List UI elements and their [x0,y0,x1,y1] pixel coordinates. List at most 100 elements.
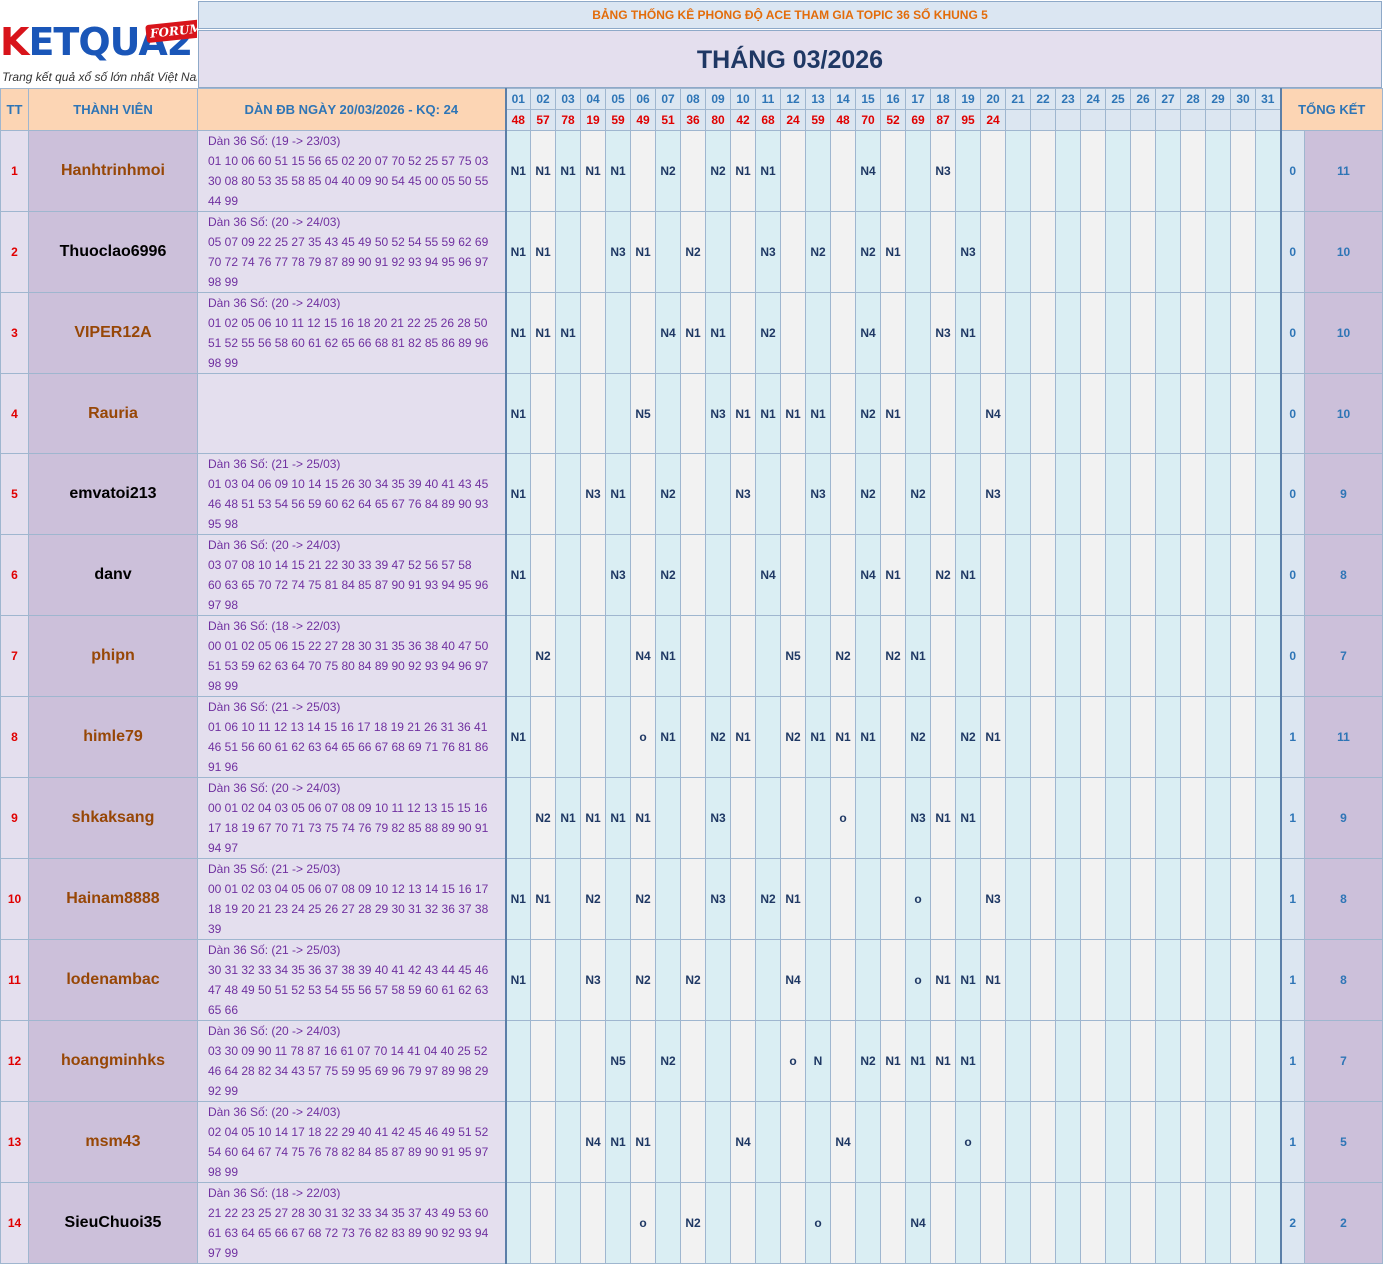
day-mark [1105,534,1131,616]
member-name[interactable]: hoangminhks [28,1020,198,1102]
day-mark [1205,534,1231,616]
day-header: 17 [905,88,931,110]
day-mark [1230,211,1256,293]
day-mark: N3 [605,534,631,616]
day-mark [705,1101,731,1183]
day-header: 18 [930,88,956,110]
number-set-line: 02 04 05 10 14 17 18 22 29 40 41 42 45 4… [208,1125,489,1139]
day-mark: N1 [630,1101,656,1183]
day-mark [1105,292,1131,374]
day-mark [655,1182,681,1264]
member-name[interactable]: phipn [28,615,198,697]
day-mark: N5 [630,373,656,454]
member-name[interactable]: VIPER12A [28,292,198,374]
number-set-heading: Dàn 36 Số: (18 -> 22/03) [208,1186,341,1200]
day-mark [1155,211,1181,293]
day-mark [1055,696,1081,778]
day-mark [1055,1020,1081,1102]
total-misses: 0 [1279,211,1305,293]
total-misses: 0 [1279,453,1305,535]
member-name[interactable]: shkaksang [28,777,198,859]
day-mark: N1 [730,373,756,454]
day-header: 04 [580,88,606,110]
day-result [1055,109,1081,131]
day-header: 06 [630,88,656,110]
day-mark [755,1101,781,1183]
day-mark [605,858,631,940]
day-mark [555,1020,581,1102]
number-set-line: 30 08 80 53 35 58 85 04 40 09 90 54 45 0… [208,174,489,188]
day-mark: N1 [530,292,556,374]
member-name[interactable]: emvatoi213 [28,453,198,535]
day-mark [1055,939,1081,1021]
day-mark: N1 [555,130,581,212]
day-result: 24 [780,109,806,131]
day-mark [755,1182,781,1264]
day-mark: N2 [580,858,606,940]
day-mark: N3 [580,453,606,535]
day-mark [1230,696,1256,778]
day-mark [880,939,906,1021]
day-mark [1130,534,1156,616]
day-mark [1005,453,1031,535]
day-mark [1130,1182,1156,1264]
total-hits: 7 [1304,1020,1383,1102]
day-header: 30 [1230,88,1256,110]
number-set-heading: Dàn 36 Số: (21 -> 25/03) [208,457,341,471]
day-mark: N2 [830,615,856,697]
day-mark: N3 [705,858,731,940]
number-set-line: 94 97 [208,841,239,855]
member-name[interactable]: Hanhtrinhmoi [28,130,198,212]
day-mark [680,373,706,454]
number-set: Dàn 36 Số: (21 -> 25/03) 30 31 32 33 34 3… [197,939,506,1021]
day-mark: N1 [655,696,681,778]
day-mark [1255,130,1281,212]
day-header: 09 [705,88,731,110]
day-mark: o [805,1182,831,1264]
day-mark [580,373,606,454]
day-mark [955,130,981,212]
row-number: 8 [0,696,29,778]
day-mark [1255,453,1281,535]
day-result [1080,109,1106,131]
day-mark [830,373,856,454]
day-mark [1080,939,1106,1021]
member-name[interactable]: himle79 [28,696,198,778]
day-mark [955,373,981,454]
day-mark [1155,777,1181,859]
number-set-heading: Dàn 36 Số: (20 -> 24/03) [208,296,341,310]
day-mark [880,858,906,940]
day-mark: N1 [730,130,756,212]
day-mark [630,534,656,616]
number-set: Dàn 35 Số: (21 -> 25/03) 00 01 02 03 04 0… [197,858,506,940]
day-mark [1055,453,1081,535]
day-mark [580,696,606,778]
day-mark: N1 [730,696,756,778]
member-name[interactable]: danv [28,534,198,616]
day-result: 59 [805,109,831,131]
day-mark [1180,130,1206,212]
day-mark: N1 [630,777,656,859]
member-name[interactable]: Rauria [28,373,198,454]
member-name[interactable]: msm43 [28,1101,198,1183]
number-set: Dàn 36 Số: (20 -> 24/03) 03 30 09 90 11 7… [197,1020,506,1102]
site-logo[interactable]: KETQUA2 FORUM Trang kết quả xổ số lớn nh… [0,0,197,90]
day-header: 23 [1055,88,1081,110]
day-mark [1180,211,1206,293]
day-mark [1230,1020,1256,1102]
day-mark [1080,534,1106,616]
day-mark [1155,1101,1181,1183]
day-mark: N4 [905,1182,931,1264]
member-name[interactable]: Hainam8888 [28,858,198,940]
member-name[interactable]: lodenambac [28,939,198,1021]
day-mark: N2 [930,534,956,616]
member-name[interactable]: Thuoclao6996 [28,211,198,293]
day-mark [1080,130,1106,212]
day-mark: o [830,777,856,859]
day-mark [1255,939,1281,1021]
day-mark [730,777,756,859]
number-set-line: 98 99 [208,275,239,289]
day-mark: N1 [880,211,906,293]
number-set: Dàn 36 Số: (20 -> 24/03) 01 02 05 06 10 1… [197,292,506,374]
member-name[interactable]: SieuChuoi35 [28,1182,198,1264]
